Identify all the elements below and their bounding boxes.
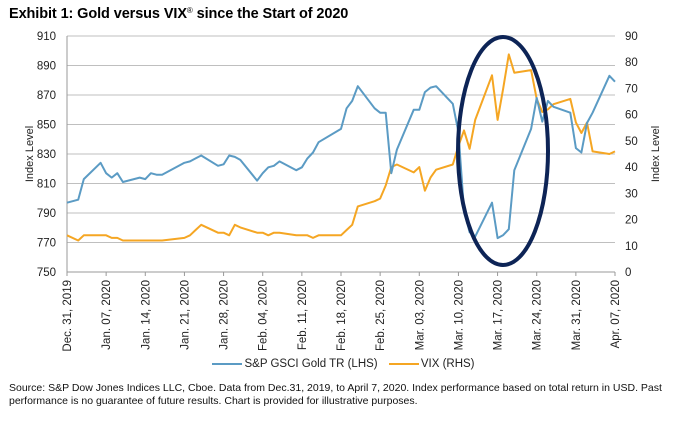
legend-swatch-vix [388, 363, 419, 365]
y-right-tick-label: 50 [625, 136, 638, 148]
legend-label-gold: S&P GSCI Gold TR (LHS) [244, 358, 378, 370]
y-right-tick-label: 70 [625, 83, 638, 95]
y-left-tick-label: 850 [37, 120, 56, 132]
y-right-tick-label: 60 [625, 110, 638, 122]
legend-label-vix: VIX (RHS) [420, 358, 475, 370]
x-axis: Dec. 31, 2019 Jan. 07, 2020 Jan. 14, 2020 J… [62, 272, 622, 352]
x-tick-label: Jan. 28, 2020 [219, 280, 231, 350]
y-right-tick-label: 20 [625, 215, 638, 227]
y-right-tick-label: 30 [625, 188, 638, 200]
grid [66, 35, 615, 273]
y-right-tick-label: 10 [625, 241, 638, 253]
x-tick-label: Mar. 17, 2020 [493, 280, 505, 350]
y-left-tick-label: 790 [37, 208, 56, 220]
y-right-tick-label: 40 [625, 162, 638, 174]
highlight-ellipse [456, 35, 550, 267]
series-line-gold [66, 74, 616, 240]
y-left-tick-label: 890 [37, 61, 56, 73]
y-axis-left-label: Index Level [24, 126, 36, 182]
x-tick-label: Jan. 21, 2020 [179, 280, 191, 350]
x-tick-label: Dec. 31, 2019 [62, 280, 74, 352]
y-left-tick-label: 910 [37, 31, 56, 43]
legend: S&P GSCI Gold TR (LHS) VIX (RHS) [0, 356, 687, 370]
x-tick-label: Jan. 14, 2020 [140, 280, 152, 350]
x-tick-label: Feb. 11, 2020 [297, 280, 309, 350]
y-left-tick-label: 750 [37, 267, 56, 279]
x-tick-label: Mar. 10, 2020 [453, 280, 465, 350]
legend-item-vix: VIX (RHS) [388, 358, 475, 370]
x-tick-label: Apr. 07, 2020 [610, 280, 622, 348]
x-tick-label: Mar. 24, 2020 [532, 280, 544, 350]
legend-item-gold: S&P GSCI Gold TR (LHS) [212, 358, 378, 370]
legend-swatch-gold [212, 363, 243, 365]
y-right-tick-label: 90 [625, 31, 638, 43]
series-group [66, 53, 616, 242]
source-note: Source: S&P Dow Jones Indices LLC, Cboe.… [9, 382, 662, 407]
y-axis-right: 0 10 20 30 40 50 60 70 80 90 [625, 31, 638, 279]
x-tick-label: Feb. 18, 2020 [336, 280, 348, 351]
x-tick-label: Feb. 25, 2020 [375, 280, 387, 351]
x-tick-label: Feb. 04, 2020 [258, 280, 270, 351]
y-axis-left: 750 770 790 810 830 850 870 890 910 [37, 31, 56, 279]
y-axis-right-label: Index Level [650, 126, 662, 182]
y-left-tick-label: 830 [37, 149, 56, 161]
x-tick-label: Mar. 31, 2020 [571, 280, 583, 350]
y-left-tick-label: 770 [37, 238, 56, 250]
y-left-tick-label: 810 [37, 179, 56, 191]
y-right-tick-label: 80 [625, 57, 638, 69]
y-left-tick-label: 870 [37, 90, 56, 102]
y-right-tick-label: 0 [625, 267, 631, 279]
chart-title: Exhibit 1: Gold versus VIX® since the St… [9, 6, 349, 22]
x-tick-label: Jan. 07, 2020 [101, 280, 113, 350]
series-line-vix [66, 53, 616, 242]
x-tick-label: Mar. 03, 2020 [414, 280, 426, 350]
